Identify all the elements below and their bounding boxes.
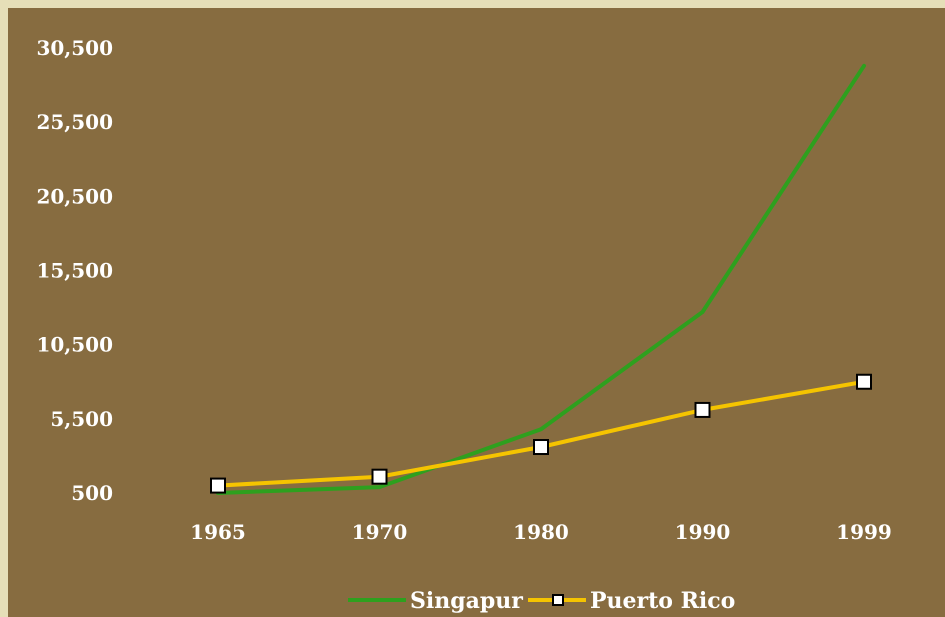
chart-frame: 500 5,500 10,500 15,500 20,500 25,500 30,500 1… (8, 8, 945, 617)
series-layer (210, 63, 872, 495)
legend-label-singapur: Singapur (410, 588, 523, 614)
x-tick-label: 1999 (836, 520, 892, 544)
legend-label-puerto-rico: Puerto Rico (590, 588, 735, 614)
x-tick-label: 1970 (352, 520, 408, 544)
legend-item-puerto-rico: Puerto Rico (528, 588, 735, 614)
legend: Singapur Puerto Rico (348, 588, 735, 614)
data-point-puerto-rico (371, 468, 388, 485)
legend-marker-puerto-rico (552, 594, 564, 606)
series-line-puerto-rico (216, 379, 866, 488)
data-point-puerto-rico (533, 439, 549, 456)
x-tick-label: 1990 (675, 520, 731, 544)
x-axis: 1965 1970 1980 1990 1999 (190, 520, 892, 544)
y-tick-label: 500 (71, 481, 113, 505)
y-tick-label: 20,500 (36, 184, 113, 208)
data-point-puerto-rico (694, 401, 711, 418)
y-tick-label: 30,500 (36, 36, 113, 60)
y-tick-label: 5,500 (50, 407, 113, 431)
y-axis: 500 5,500 10,500 15,500 20,500 25,500 30,500 (36, 36, 113, 505)
series-line-singapur (216, 63, 866, 495)
series-puerto-rico (210, 373, 872, 494)
y-tick-label: 10,500 (36, 333, 113, 357)
x-tick-label: 1980 (513, 520, 569, 544)
data-point-puerto-rico (210, 477, 226, 494)
series-singapur (216, 63, 866, 495)
y-tick-label: 25,500 (36, 110, 113, 134)
line-chart: 500 5,500 10,500 15,500 20,500 25,500 30,500 1… (36, 36, 892, 614)
legend-item-singapur: Singapur (348, 588, 523, 614)
x-tick-label: 1965 (190, 520, 246, 544)
data-point-puerto-rico (856, 373, 872, 390)
y-tick-label: 15,500 (36, 259, 113, 283)
